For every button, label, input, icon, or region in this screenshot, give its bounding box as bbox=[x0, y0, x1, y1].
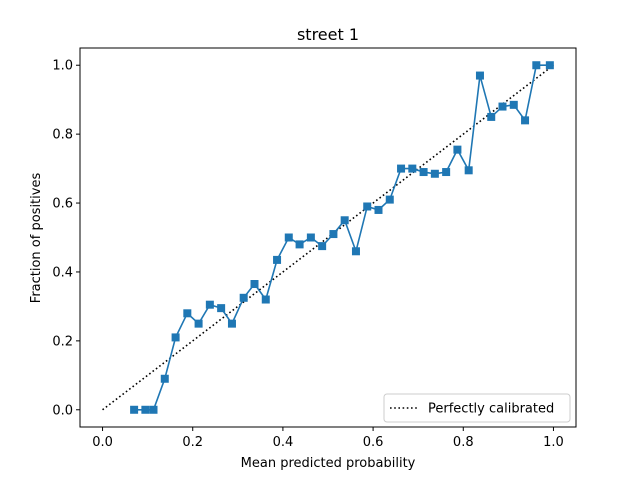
calibration-point bbox=[464, 166, 473, 175]
legend-box bbox=[383, 393, 571, 423]
legend: Perfectly calibrated bbox=[383, 393, 571, 423]
calibration-point bbox=[295, 240, 304, 249]
calibration-point bbox=[545, 61, 554, 70]
x-tick-label: 0.0 bbox=[92, 435, 113, 450]
calibration-point bbox=[217, 304, 226, 313]
calibration-point bbox=[487, 112, 496, 121]
x-tick-label: 0.2 bbox=[182, 435, 203, 450]
y-tick-label: 0.2 bbox=[52, 334, 73, 349]
calibration-point bbox=[442, 168, 451, 177]
calibration-point bbox=[408, 164, 417, 173]
x-tick-label: 0.6 bbox=[363, 435, 384, 450]
calibration-point bbox=[374, 205, 383, 214]
calibration-point bbox=[205, 300, 214, 309]
calibration-point bbox=[171, 333, 180, 342]
calibration-point bbox=[509, 100, 518, 109]
y-tick-label: 0.0 bbox=[52, 403, 73, 418]
calibration-point bbox=[385, 195, 394, 204]
calibration-point bbox=[521, 116, 530, 125]
y-tick-label: 1.0 bbox=[52, 59, 73, 74]
calibration-point bbox=[351, 247, 360, 256]
x-axis-label: Mean predicted probability bbox=[241, 456, 416, 471]
calibration-point bbox=[397, 164, 406, 173]
ticks-layer: 0.0 0.2 0.4 0.6 0.8 1.0 0.0 0.2 0.4 0.6 0.8 1.0 bbox=[52, 59, 563, 450]
calibration-point bbox=[498, 102, 507, 111]
calibration-point bbox=[141, 405, 150, 414]
calibration-point bbox=[261, 295, 270, 304]
calibration-point bbox=[130, 405, 139, 414]
y-tick-label: 0.4 bbox=[52, 265, 73, 280]
plot-frame bbox=[79, 47, 577, 428]
x-tick-label: 0.4 bbox=[273, 435, 294, 450]
calibration-point bbox=[160, 374, 169, 383]
calibration-point bbox=[419, 168, 428, 177]
calibration-point bbox=[239, 293, 248, 302]
calibration-point bbox=[183, 309, 192, 318]
calibration-point bbox=[318, 242, 327, 251]
plot-layer bbox=[102, 61, 554, 414]
x-tick-label: 1.0 bbox=[543, 435, 564, 450]
calibration-point bbox=[149, 405, 158, 414]
legend-label-perfectly-calibrated: Perfectly calibrated bbox=[428, 402, 554, 417]
chart-title: street 1 bbox=[297, 25, 359, 44]
y-tick-label: 0.6 bbox=[52, 197, 73, 212]
calibration-point bbox=[329, 230, 338, 239]
calibration-point bbox=[273, 255, 282, 264]
calibration-point bbox=[284, 233, 293, 242]
calibration-point bbox=[340, 216, 349, 225]
calibration-point bbox=[430, 169, 439, 178]
calibration-point bbox=[475, 71, 484, 80]
calibration-point bbox=[306, 233, 315, 242]
calibration-point bbox=[532, 61, 541, 70]
calibration-point bbox=[453, 145, 462, 154]
calibration-point bbox=[363, 202, 372, 211]
x-tick-label: 0.8 bbox=[453, 435, 474, 450]
y-tick-label: 0.8 bbox=[52, 128, 73, 143]
calibration-point bbox=[194, 319, 203, 328]
calibration-point bbox=[250, 280, 259, 289]
calibration-point bbox=[227, 319, 236, 328]
y-axis-label: Fraction of positives bbox=[29, 173, 44, 304]
